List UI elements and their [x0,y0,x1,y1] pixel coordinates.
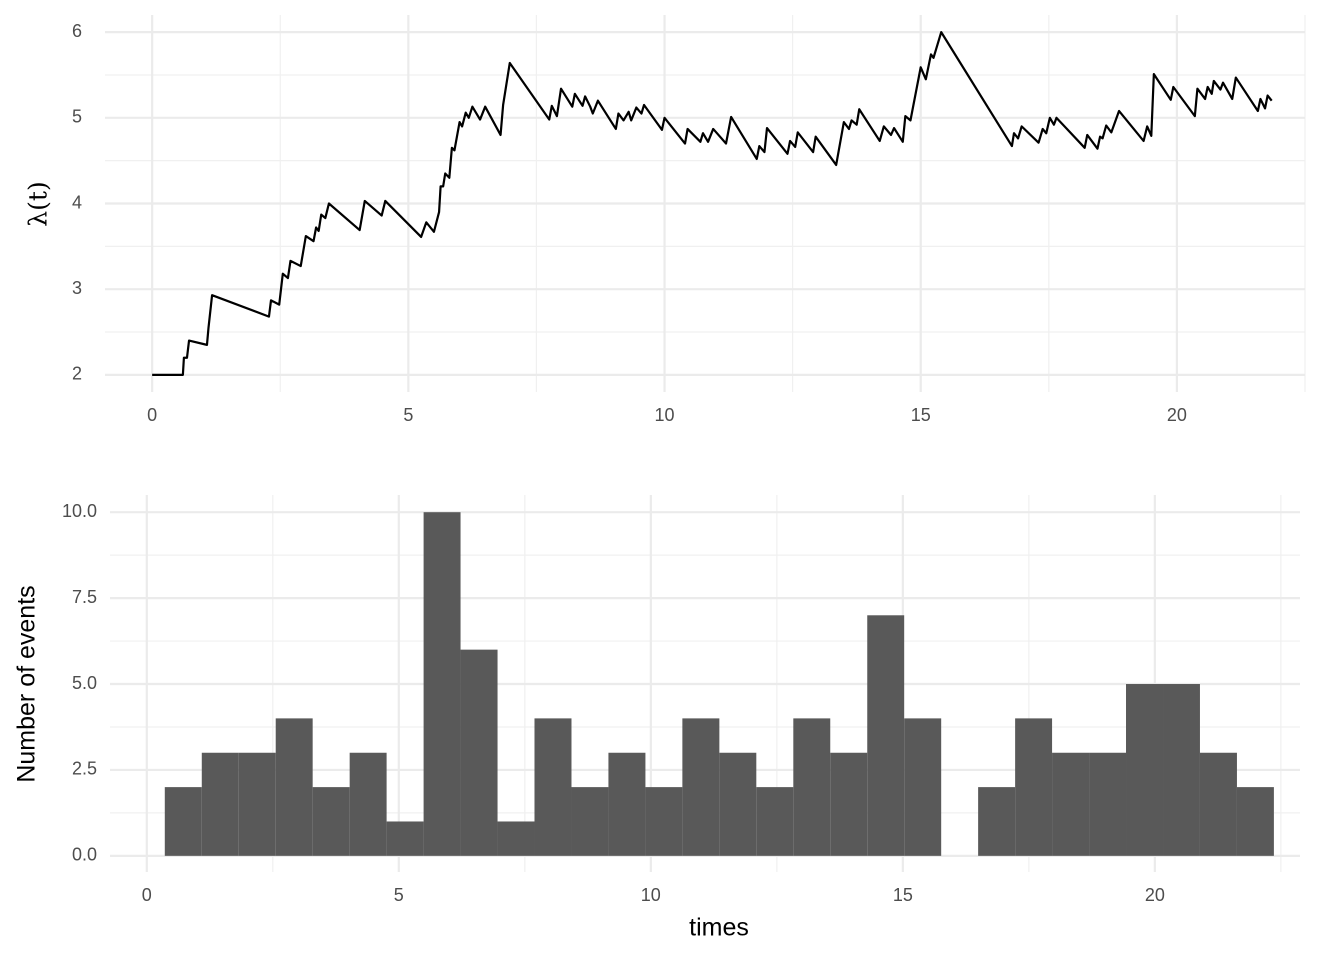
x-tick-label: 0 [147,405,157,425]
bar [386,821,424,856]
y-tick-label: 0.0 [72,845,97,865]
x-axis-title: times [689,914,749,942]
bar [534,718,572,856]
mark-layer [152,31,1274,856]
x-tick-label: 15 [893,885,913,905]
x-tick-label: 20 [1145,885,1165,905]
bar [830,752,868,856]
y-tick-label: 10.0 [62,501,97,521]
bar [312,787,350,856]
x-tick-label: 10 [655,405,675,425]
y-tick-label: 7.5 [72,587,97,607]
y-axis-title: Number of events [13,585,41,782]
bar [201,752,239,856]
bar [349,752,387,856]
bar [460,649,498,856]
y-axis-title: λ(t) [24,181,53,226]
x-tick-label: 5 [403,405,413,425]
x-tick-label: 0 [142,885,152,905]
bar [1126,684,1164,856]
bar [1015,718,1053,856]
bar [497,821,535,856]
bar [238,752,276,856]
y-tick-label: 2.5 [72,759,97,779]
bar [904,718,942,856]
x-tick-label: 5 [394,885,404,905]
bar [164,787,202,856]
y-tick-label: 5 [72,107,82,127]
x-tick-label: 20 [1167,405,1187,425]
y-tick-label: 3 [72,278,82,298]
bar [571,787,609,856]
bar [423,512,461,856]
bar [867,615,905,856]
y-tick-label: 5.0 [72,673,97,693]
x-tick-label: 10 [641,885,661,905]
bar [1236,787,1274,856]
bar [275,718,313,856]
bar [1199,752,1237,856]
bar [682,718,720,856]
y-tick-label: 6 [72,21,82,41]
text-layer: λ(t) Number of events times 0 5 10 15 20 2 3 4 5… [13,21,1187,942]
y-tick-label: 4 [72,192,82,212]
bar [719,752,757,856]
bar [756,787,794,856]
line [152,31,1273,376]
bar [1163,684,1200,856]
x-tick-label: 15 [911,405,931,425]
y-tick-label: 2 [72,364,82,384]
bar [978,787,1016,856]
bar [1052,752,1090,856]
bar [645,787,683,856]
bar [1089,752,1127,856]
bar [793,718,831,856]
bar [608,752,646,856]
